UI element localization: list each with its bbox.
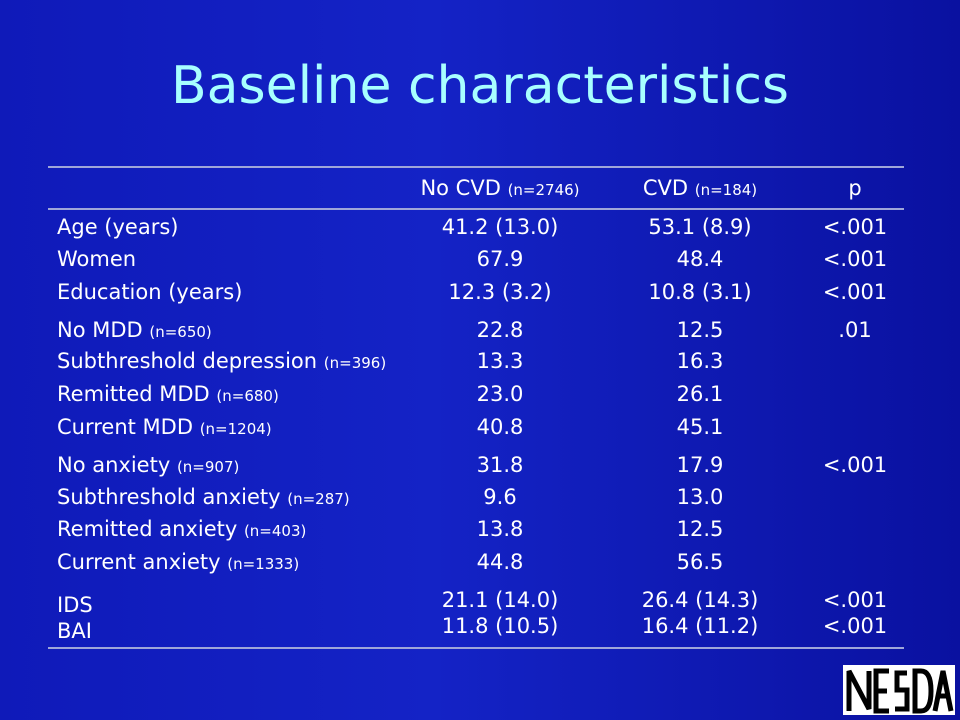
row-label: Women: [57, 247, 137, 271]
p-value: <.001: [822, 215, 888, 239]
cvd-value: 17.9: [676, 453, 724, 477]
header-cvd: CVD (n=184): [642, 176, 758, 200]
row-label: Remitted MDD (n=680): [57, 382, 279, 406]
p-value: <.001: [822, 453, 888, 477]
no-cvd-value: 9.6: [483, 485, 517, 509]
no-cvd-value: 31.8: [476, 453, 524, 477]
header-no-cvd: No CVD (n=2746): [420, 176, 580, 200]
no-cvd-value: 44.8: [476, 550, 524, 574]
cvd-value: 26.1: [676, 382, 724, 406]
no-cvd-value: 13.8: [476, 517, 524, 541]
row-label: No anxiety (n=907): [57, 453, 240, 477]
p-value: <.001: [822, 247, 888, 271]
header-rule: [48, 208, 904, 210]
cvd-value: 16.4 (11.2): [641, 614, 759, 638]
no-cvd-value: 21.1 (14.0): [441, 588, 559, 612]
p-value: .01: [838, 318, 872, 342]
cvd-value: 16.3: [676, 349, 724, 373]
cvd-value: 13.0: [676, 485, 724, 509]
row-label: Subthreshold depression (n=396): [57, 349, 387, 373]
slide-title: Baseline characteristics: [170, 56, 790, 116]
cvd-value: 12.5: [676, 517, 724, 541]
cvd-value: 48.4: [676, 247, 724, 271]
no-cvd-value: 22.8: [476, 318, 524, 342]
p-value: <.001: [822, 588, 888, 612]
nesda-logo: [843, 665, 955, 715]
row-label: IDS: [57, 593, 93, 617]
cvd-value: 12.5: [676, 318, 724, 342]
cvd-value: 53.1 (8.9): [648, 215, 752, 239]
table-top-rule: [48, 166, 904, 168]
row-label: No MDD (n=650): [57, 318, 212, 342]
row-label: Age (years): [57, 215, 179, 239]
row-label: Subthreshold anxiety (n=287): [57, 485, 350, 509]
no-cvd-value: 40.8: [476, 415, 524, 439]
no-cvd-value: 13.3: [476, 349, 524, 373]
row-label: Current anxiety (n=1333): [57, 550, 300, 574]
row-label: Current MDD (n=1204): [57, 415, 272, 439]
cvd-value: 26.4 (14.3): [641, 588, 759, 612]
cvd-value: 45.1: [676, 415, 724, 439]
header-p: p: [848, 176, 862, 200]
no-cvd-value: 23.0: [476, 382, 524, 406]
no-cvd-value: 12.3 (3.2): [448, 280, 552, 304]
p-value: <.001: [822, 280, 888, 304]
row-label: BAI: [57, 619, 92, 643]
p-value: <.001: [822, 614, 888, 638]
table-bottom-rule: [48, 647, 904, 649]
no-cvd-value: 41.2 (13.0): [441, 215, 559, 239]
row-label: Remitted anxiety (n=403): [57, 517, 307, 541]
no-cvd-value: 11.8 (10.5): [441, 614, 559, 638]
cvd-value: 56.5: [676, 550, 724, 574]
row-label: Education (years): [57, 280, 243, 304]
cvd-value: 10.8 (3.1): [648, 280, 752, 304]
no-cvd-value: 67.9: [476, 247, 524, 271]
